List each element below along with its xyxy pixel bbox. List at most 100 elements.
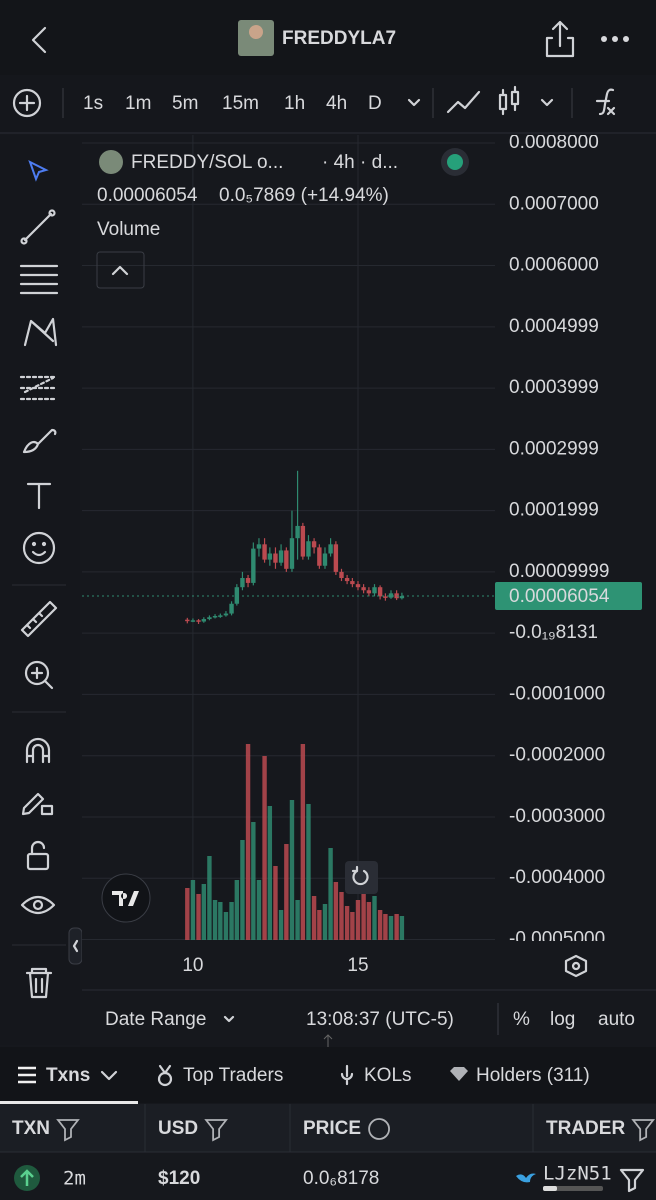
volume-bar — [383, 914, 388, 940]
interval-button[interactable]: 1h — [284, 93, 305, 114]
clock: 13:08:37 (UTC-5) — [306, 1009, 454, 1030]
candle-body — [306, 541, 311, 557]
volume-bar — [350, 912, 355, 940]
volume-bar — [245, 744, 251, 940]
candle-body — [234, 587, 240, 604]
volume-bar — [256, 880, 262, 940]
volume-bar — [295, 900, 300, 940]
more-button[interactable] — [601, 36, 629, 42]
filter-trader[interactable] — [619, 1168, 645, 1193]
interval-button[interactable]: 4h — [326, 93, 347, 114]
y-tick-label: 0.0007000 — [509, 193, 599, 214]
buy-arrow — [20, 1169, 34, 1186]
date-range[interactable]: Date Range — [105, 1009, 206, 1030]
volume-bar — [201, 884, 207, 940]
visibility-tool[interactable] — [20, 895, 56, 915]
settings-button[interactable] — [564, 954, 588, 978]
magnet-tool[interactable] — [25, 737, 51, 764]
cursor-tool[interactable] — [28, 159, 49, 182]
trader-address[interactable]: LJzN51 — [543, 1163, 612, 1185]
lock-drawings[interactable] — [21, 792, 54, 816]
mic-icon — [340, 1064, 354, 1086]
symbol-avatar — [99, 150, 123, 174]
interval-dropdown[interactable] — [407, 98, 421, 107]
text-tool[interactable] — [26, 482, 52, 510]
back-button[interactable] — [31, 26, 47, 54]
candle-body — [256, 544, 262, 549]
candle-body — [245, 578, 251, 583]
volume-bar — [317, 910, 322, 940]
brush-tool[interactable] — [22, 428, 57, 454]
x-tick-label: 10 — [182, 955, 203, 976]
symbol-name[interactable]: FREDDY/SOL o... — [131, 152, 283, 173]
column-header: USD — [158, 1118, 198, 1139]
interval-button[interactable]: 5m — [172, 93, 198, 114]
candle-body — [383, 596, 388, 598]
txn-usd: $120 — [158, 1168, 200, 1189]
tradingview-logo[interactable] — [101, 873, 151, 923]
diamond-icon — [450, 1067, 468, 1081]
interval-button[interactable]: 1m — [125, 93, 151, 114]
candle-body — [273, 553, 278, 563]
tab-dropdown[interactable] — [100, 1070, 118, 1081]
candle-body — [361, 587, 366, 591]
volume-bar — [284, 844, 289, 940]
percent-toggle[interactable]: % — [513, 1009, 530, 1030]
collapse-legend[interactable] — [96, 251, 145, 289]
candle-body — [372, 587, 377, 594]
volume-bar — [185, 888, 190, 940]
interval-button[interactable]: 15m — [222, 93, 259, 114]
y-tick-label: -0.0005000 — [509, 929, 605, 950]
collapse-legend-arrow — [111, 265, 129, 276]
volume-bar — [289, 800, 295, 940]
x-tick-label: 15 — [347, 955, 368, 976]
column-header: PRICE — [303, 1118, 361, 1139]
chart-area — [82, 135, 656, 995]
column-filter[interactable] — [56, 1119, 80, 1142]
trend-line-tool[interactable] — [20, 209, 56, 245]
y-tick-label: -0.0₁₉8131 — [509, 622, 598, 643]
ruler-tool[interactable] — [20, 600, 58, 638]
volume-legend: Volume — [97, 219, 160, 240]
column-filter[interactable] — [204, 1119, 228, 1142]
share-button[interactable] — [545, 20, 575, 58]
interval-button[interactable]: D — [368, 93, 382, 114]
volume-bar — [218, 902, 223, 940]
y-tick-label: 0.0004999 — [509, 316, 599, 337]
reset-chart[interactable] — [345, 861, 378, 894]
volume-bar — [306, 804, 311, 940]
tab[interactable]: Txns — [46, 1065, 90, 1086]
active-tab-indicator — [0, 1101, 138, 1104]
zoom-tool[interactable] — [24, 660, 54, 690]
column-filter[interactable] — [631, 1119, 656, 1142]
tab[interactable]: KOLs — [364, 1065, 412, 1086]
volume-bar — [366, 902, 372, 940]
volume-bar — [267, 806, 273, 940]
collapse-toolbar[interactable] — [68, 927, 83, 965]
volume-bar — [234, 880, 240, 940]
candle-body — [394, 593, 399, 599]
pattern-tool[interactable] — [23, 317, 58, 347]
volume-bar — [223, 912, 229, 940]
line-chart-type[interactable] — [446, 90, 481, 114]
tab[interactable]: Top Traders — [183, 1065, 283, 1086]
candle-chart-type[interactable] — [498, 85, 520, 116]
auto-toggle[interactable]: auto — [598, 1009, 635, 1030]
indicators-button[interactable] — [595, 88, 616, 116]
emoji-tool[interactable] — [22, 531, 56, 565]
interval-button[interactable]: 1s — [83, 93, 103, 114]
tab[interactable]: Holders (311) — [476, 1065, 590, 1086]
avatar-face — [249, 25, 263, 39]
candle-body — [328, 544, 333, 554]
projection-tool[interactable] — [19, 375, 59, 401]
sort-price[interactable] — [368, 1118, 390, 1140]
delete-tool[interactable] — [25, 967, 53, 999]
log-toggle[interactable]: log — [550, 1009, 575, 1030]
chart-type-dropdown[interactable] — [540, 98, 554, 107]
fib-tool[interactable] — [19, 264, 59, 295]
candle-body — [196, 620, 201, 622]
add-indicator[interactable] — [12, 88, 42, 118]
candle-body — [229, 603, 234, 614]
lock-tool[interactable] — [26, 840, 50, 871]
